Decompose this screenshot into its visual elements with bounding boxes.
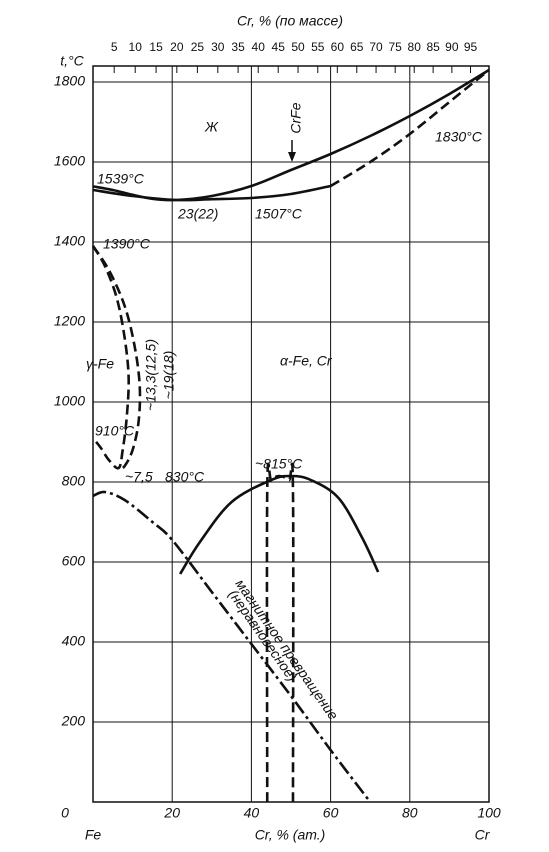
x-tick-label: 100 — [477, 805, 501, 821]
x2-tick-label: 20 — [170, 40, 184, 54]
x2-tick-label: 10 — [129, 40, 143, 54]
annotation: 910°C — [95, 423, 135, 439]
x2-tick-label: 5 — [111, 40, 118, 54]
x-tick-label: 60 — [323, 805, 339, 821]
annotation: Ж — [204, 119, 219, 135]
y-tick-label: 400 — [62, 633, 86, 649]
y-tick-label: 200 — [61, 713, 86, 729]
x2-axis-label: Cr, % (по массе) — [237, 13, 343, 29]
phase-line — [92, 184, 331, 202]
x2-tick-label: 95 — [464, 40, 478, 54]
x2-tick-label: 15 — [149, 40, 163, 54]
x-tick-label: 0 — [61, 805, 69, 821]
annotation: ~815°C — [255, 456, 303, 472]
x-tick-label: 20 — [163, 805, 180, 821]
x2-tick-label: 70 — [369, 40, 383, 54]
y-tick-label: 800 — [62, 473, 86, 489]
annotation: γ-Fe — [86, 356, 114, 372]
x2-tick-label: 80 — [408, 40, 422, 54]
y-tick-label: 600 — [62, 553, 86, 569]
annotation: α-Fe, Cr — [280, 353, 333, 369]
annotation: 1830°C — [435, 129, 483, 145]
x-axis-label: Cr, % (ат.) — [255, 827, 326, 843]
y-axis-label: t,°C — [60, 53, 84, 69]
plot-frame — [92, 65, 490, 803]
x2-tick-label: 60 — [331, 40, 345, 54]
x2-tick-label: 35 — [231, 40, 245, 54]
annotation: ~13,3(12,5) — [143, 339, 159, 411]
annotation: 1507°C — [255, 206, 303, 222]
annotation: 830°C — [165, 469, 205, 485]
x2-tick-label: 75 — [389, 40, 403, 54]
x2-tick-label: 65 — [350, 40, 364, 54]
phase-line — [91, 245, 142, 472]
annotation: 1390°C — [103, 236, 151, 252]
x2-tick-label: 45 — [272, 40, 286, 54]
x2-tick-label: 50 — [291, 40, 305, 54]
x2-tick-label: 40 — [252, 40, 266, 54]
x-right-label: Cr — [475, 827, 491, 843]
arrow — [288, 140, 296, 162]
x-left-label: Fe — [85, 827, 102, 843]
x2-tick-label: 85 — [426, 40, 440, 54]
x2-tick-label: 30 — [211, 40, 225, 54]
y-tick-label: 1200 — [54, 313, 85, 329]
y-tick-label: 1600 — [54, 153, 85, 169]
phase-line — [265, 462, 295, 803]
x-tick-label: 40 — [244, 805, 260, 821]
annotation: ~7,5 — [125, 469, 153, 485]
phase-line — [91, 245, 130, 470]
phase-line — [92, 490, 372, 803]
annotation: 1539°C — [97, 171, 145, 187]
phase-line — [92, 68, 490, 202]
phase-line — [329, 68, 490, 188]
annotation: магнитное превращение — [232, 576, 341, 723]
phase-line — [179, 474, 380, 575]
x2-tick-label: 25 — [191, 40, 205, 54]
x-tick-label: 80 — [402, 805, 418, 821]
y-tick-label: 1400 — [54, 233, 85, 249]
y-tick-label: 1800 — [54, 73, 85, 89]
x2-tick-label: 55 — [311, 40, 325, 54]
x2-tick-label: 90 — [445, 40, 459, 54]
y-tick-label: 1000 — [54, 393, 85, 409]
annotation: 23(22) — [177, 206, 218, 222]
annotation: CrFe — [288, 102, 304, 133]
annotation: ~19(18) — [161, 351, 177, 400]
